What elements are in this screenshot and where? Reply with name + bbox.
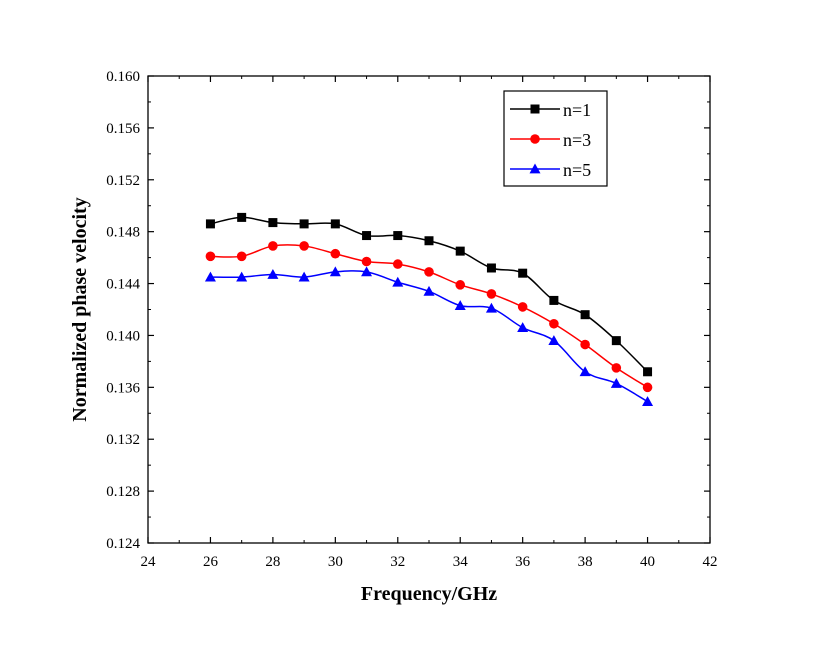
- plot-frame: [147, 75, 711, 544]
- data-point-square: [362, 231, 372, 241]
- data-point-triangle: [423, 285, 435, 296]
- series-layer: [204, 212, 654, 407]
- data-point-triangle: [610, 377, 622, 388]
- x-tick-label: 36: [515, 554, 531, 570]
- legend: n=1 n=3 n=5: [503, 90, 608, 187]
- data-point-square: [518, 268, 528, 278]
- data-point-circle: [299, 241, 309, 251]
- data-point-circle: [486, 289, 497, 299]
- data-point-square: [424, 236, 434, 246]
- y-tick-label: 0.136: [106, 380, 140, 396]
- data-point-triangle: [361, 266, 373, 277]
- x-tick-label: 40: [640, 554, 655, 570]
- data-point-square: [237, 212, 247, 222]
- y-tick-label: 0.124: [106, 536, 140, 552]
- data-point-triangle: [392, 276, 404, 287]
- data-point-square: [299, 219, 309, 229]
- x-axis-title: Frequency/GHz: [361, 583, 497, 605]
- data-point-triangle: [485, 302, 497, 313]
- data-point-circle: [611, 363, 622, 373]
- legend-item: n=3: [510, 130, 591, 150]
- data-point-triangle: [529, 163, 541, 174]
- data-point-square: [549, 295, 559, 305]
- legend-item: n=5: [510, 160, 591, 180]
- legend-label: n=1: [563, 100, 591, 120]
- data-point-circle: [549, 318, 559, 329]
- data-point-square: [611, 336, 621, 346]
- y-tick-label: 0.128: [106, 484, 140, 500]
- y-tick-label: 0.148: [106, 225, 140, 241]
- data-point-circle: [517, 302, 528, 312]
- data-point-circle: [361, 256, 372, 267]
- y-tick-label: 0.156: [106, 121, 140, 137]
- data-point-triangle: [548, 335, 560, 346]
- data-point-circle: [530, 134, 540, 144]
- data-point-triangle: [579, 366, 591, 377]
- y-axis: 0.124 0.128 0.132 0.136 0.140 0.144 0.148 0.152…: [106, 69, 710, 552]
- x-tick-label: 30: [328, 554, 343, 570]
- x-tick-label: 26: [203, 554, 219, 570]
- series-3: [204, 266, 654, 407]
- x-tick-label: 38: [578, 554, 593, 570]
- data-point-triangle: [517, 322, 529, 333]
- y-axis-title: Normalized phase velocity: [69, 197, 91, 421]
- data-point-circle: [268, 241, 278, 251]
- data-point-circle: [642, 382, 653, 393]
- x-tick-label: 42: [703, 554, 718, 570]
- data-point-square: [486, 263, 496, 273]
- data-point-square: [205, 219, 215, 229]
- x-tick-label: 34: [453, 554, 469, 570]
- data-point-circle: [205, 251, 216, 262]
- series-2: [205, 241, 653, 393]
- data-point-circle: [455, 280, 466, 290]
- data-point-square: [455, 246, 465, 256]
- data-point-square: [530, 104, 540, 114]
- x-tick-label: 32: [390, 554, 405, 570]
- y-tick-label: 0.140: [106, 328, 140, 344]
- y-tick-label: 0.152: [106, 173, 140, 189]
- data-point-square: [393, 231, 403, 241]
- data-point-triangle: [298, 271, 310, 282]
- data-point-circle: [236, 251, 247, 262]
- data-point-circle: [392, 259, 403, 269]
- y-tick-label: 0.132: [106, 432, 140, 448]
- legend-label: n=5: [563, 160, 591, 180]
- legend-label: n=3: [563, 130, 591, 150]
- data-point-circle: [580, 339, 590, 350]
- data-point-triangle: [642, 396, 654, 407]
- data-point-triangle: [267, 268, 279, 279]
- data-point-square: [643, 367, 653, 377]
- legend-item: n=1: [510, 100, 591, 120]
- data-point-triangle: [329, 266, 341, 277]
- data-point-circle: [424, 267, 434, 277]
- x-tick-label: 28: [265, 554, 280, 570]
- data-point-triangle: [236, 271, 248, 282]
- y-tick-label: 0.144: [106, 277, 140, 293]
- data-point-square: [268, 218, 278, 228]
- series-1: [205, 212, 653, 377]
- data-point-square: [580, 310, 590, 320]
- x-axis: 24 26 28 30 32 34 36 38 40 42: [141, 76, 718, 570]
- data-point-triangle: [454, 300, 466, 311]
- data-point-circle: [330, 248, 341, 259]
- y-tick-label: 0.160: [106, 69, 140, 85]
- x-tick-label: 24: [141, 554, 157, 570]
- data-point-triangle: [204, 271, 216, 282]
- data-point-square: [330, 219, 340, 229]
